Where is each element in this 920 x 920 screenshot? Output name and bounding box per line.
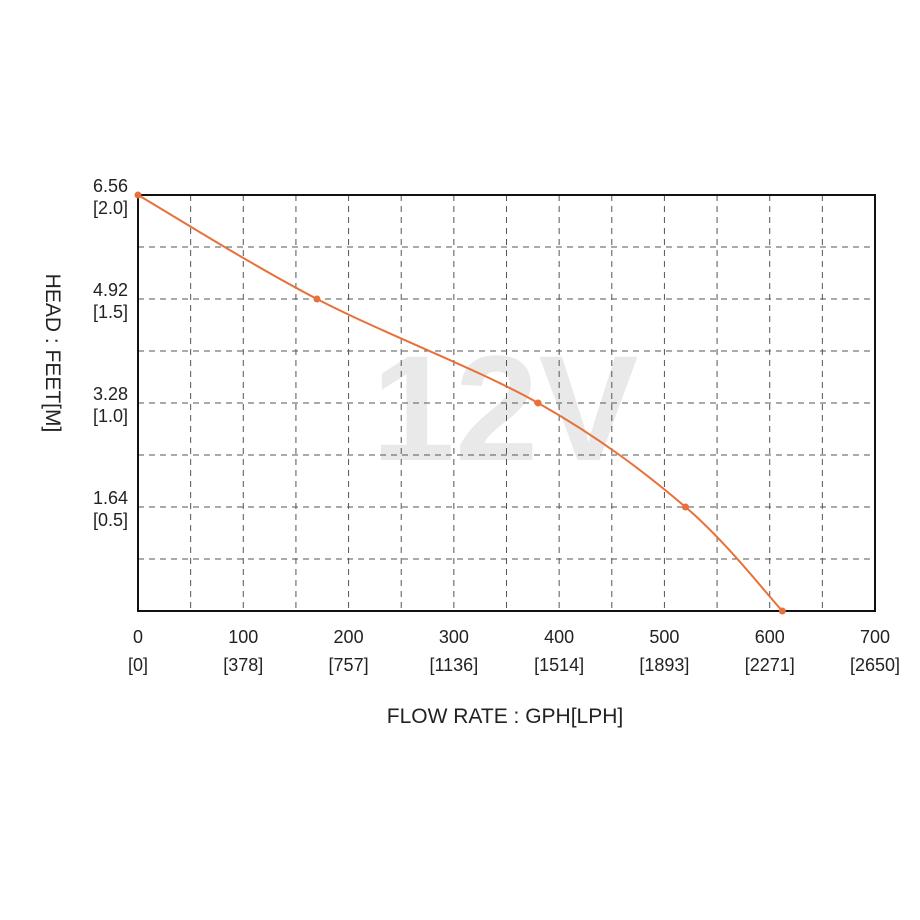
x-tick-label: 700 xyxy=(860,627,890,647)
x-tick-sublabel: [1514] xyxy=(534,655,584,675)
y-tick-sublabel: [1.5] xyxy=(93,302,128,322)
x-tick-sublabel: [757] xyxy=(329,655,369,675)
y-tick-label: 3.28 xyxy=(93,384,128,404)
grid xyxy=(138,195,875,611)
data-point xyxy=(313,295,321,303)
data-point xyxy=(778,607,786,615)
x-tick-sublabel: [0] xyxy=(128,655,148,675)
x-axis-title: FLOW RATE : GPH[LPH] xyxy=(387,705,623,728)
x-tick-label: 400 xyxy=(544,627,574,647)
x-tick-label: 200 xyxy=(334,627,364,647)
y-axis-title: HEAD : FEET[M] xyxy=(41,274,64,433)
x-tick-label: 100 xyxy=(228,627,258,647)
x-tick-label: 300 xyxy=(439,627,469,647)
data-point xyxy=(134,191,142,199)
x-axis-ticks: 0 [0] 100 [378] 200 [757] 300 [1136] 400 [1514] 50… xyxy=(128,627,900,675)
y-tick-sublabel: [2.0] xyxy=(93,198,128,218)
data-point xyxy=(681,503,689,511)
x-tick-sublabel: [1136] xyxy=(429,655,478,675)
y-tick-sublabel: [1.0] xyxy=(93,406,128,426)
x-tick-sublabel: [378] xyxy=(223,655,263,675)
x-tick-label: 0 xyxy=(133,627,143,647)
y-axis-ticks: 1.64[0.5] 3.28[1.0] 4.92[1.5] 6.56[2.0] xyxy=(93,176,128,530)
series-group xyxy=(134,191,786,615)
x-tick-label: 600 xyxy=(755,627,785,647)
x-tick-sublabel: [2650] xyxy=(850,655,900,675)
watermark-12v: 12V xyxy=(372,324,639,492)
x-tick-label: 500 xyxy=(649,627,679,647)
series-line xyxy=(137,194,784,612)
plot-frame xyxy=(137,194,876,612)
y-tick-label: 6.56 xyxy=(93,176,128,196)
y-tick-sublabel: [0.5] xyxy=(93,510,128,530)
x-tick-sublabel: [1893] xyxy=(639,655,689,675)
data-point xyxy=(534,399,542,407)
x-tick-sublabel: [2271] xyxy=(745,655,795,675)
y-tick-label: 4.92 xyxy=(93,280,128,300)
y-tick-label: 1.64 xyxy=(93,488,128,508)
